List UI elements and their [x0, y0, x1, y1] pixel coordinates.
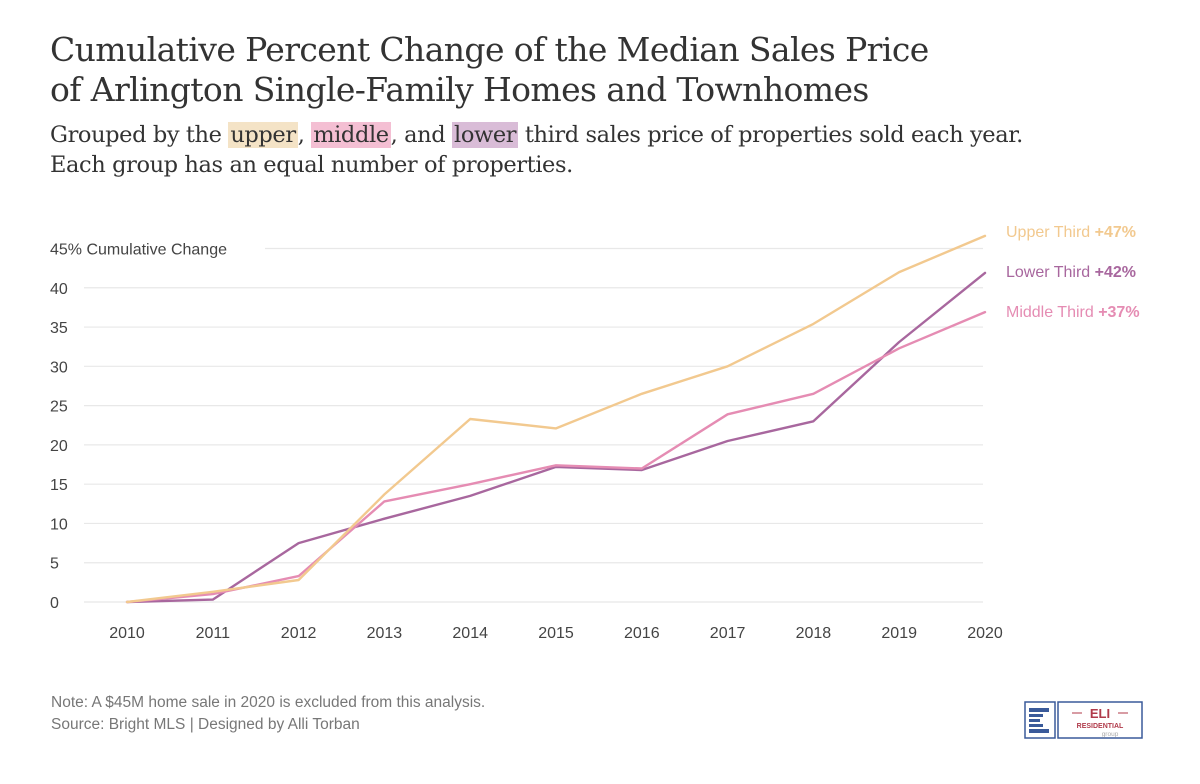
subtitle-text: Grouped by the [50, 122, 229, 148]
y-tick-label: 5 [50, 556, 59, 573]
end-label-middle: Middle Third +37% [1006, 304, 1140, 321]
x-tick-label: 2012 [281, 625, 317, 642]
eli-residential-logo: ELI RESIDENTIAL group [1024, 701, 1144, 741]
series-name: Middle Third [1006, 304, 1098, 321]
subtitle-line-2: Each group has an equal number of proper… [50, 152, 573, 178]
subtitle-text: third sales price of properties sold eac… [518, 122, 1023, 148]
footer-note: Note: A $45M home sale in 2020 is exclud… [51, 694, 486, 711]
chart-footer: Note: A $45M home sale in 2020 is exclud… [51, 692, 485, 736]
subtitle-text: , and [390, 122, 453, 148]
subtitle-line-1: Grouped by the upper, middle, and lower … [50, 120, 1170, 150]
y-axis-labels: 0 5 10 15 20 25 30 35 40 45% Cumulative Change [50, 242, 227, 613]
x-tick-label: 2014 [452, 625, 488, 642]
end-labels: Upper Third +47% Lower Third +42% Middle T… [1006, 224, 1140, 321]
y-tick-label: 35 [50, 320, 68, 337]
series-line-lower [125, 271, 987, 604]
logo-frame [1057, 701, 1143, 739]
series-line-upper [125, 234, 987, 604]
series-lines [125, 234, 987, 604]
x-axis-labels: 2010 2011 2012 2013 2014 2015 2016 2017 2018 2019… [109, 625, 1003, 642]
y-tick-label: 25 [50, 399, 68, 416]
y-tick-label: 45% Cumulative Change [50, 242, 227, 259]
highlight-upper: upper [228, 122, 298, 148]
x-tick-label: 2015 [538, 625, 574, 642]
chart-subtitle: Grouped by the upper, middle, and lower … [50, 120, 1170, 180]
y-tick-label: 10 [50, 516, 68, 533]
x-tick-label: 2011 [196, 625, 231, 642]
series-line-middle [125, 310, 987, 604]
y-tick-label: 15 [50, 477, 68, 494]
series-name: Lower Third [1006, 264, 1095, 281]
chart-title: Cumulative Percent Change of the Median … [50, 30, 1150, 110]
end-label-lower: Lower Third +42% [1006, 264, 1136, 281]
logo-line2: RESIDENTIAL [1077, 723, 1124, 730]
highlight-middle: middle [311, 122, 391, 148]
x-tick-label: 2020 [967, 625, 1003, 642]
series-end-value: +47% [1095, 224, 1136, 241]
logo-name: ELI [1090, 706, 1110, 721]
series-name: Upper Third [1006, 224, 1095, 241]
footer-source: Source: Bright MLS | Designed by Alli To… [51, 716, 360, 733]
chart-title-line-1: Cumulative Percent Change of the Median … [50, 30, 929, 69]
series-end-value: +37% [1098, 304, 1139, 321]
grid-layer [84, 247, 983, 603]
end-label-upper: Upper Third +47% [1006, 224, 1136, 241]
highlight-lower: lower [452, 122, 519, 148]
x-tick-label: 2010 [109, 625, 145, 642]
logo-line3: group [1102, 731, 1119, 738]
x-tick-label: 2013 [367, 625, 403, 642]
e-logo-icon [1024, 701, 1056, 739]
x-tick-label: 2016 [624, 625, 660, 642]
x-tick-label: 2017 [710, 625, 746, 642]
series-end-value: +42% [1095, 264, 1136, 281]
subtitle-text: , [297, 122, 312, 148]
y-tick-label: 20 [50, 438, 68, 455]
y-tick-label: 0 [50, 595, 59, 612]
y-tick-label: 30 [50, 359, 68, 376]
x-tick-label: 2019 [881, 625, 917, 642]
chart-title-line-2: of Arlington Single-Family Homes and Tow… [50, 70, 869, 109]
y-tick-label: 40 [50, 281, 68, 298]
x-tick-label: 2018 [796, 625, 832, 642]
